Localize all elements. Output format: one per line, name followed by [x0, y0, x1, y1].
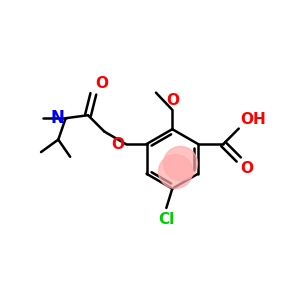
Point — [173, 168, 178, 173]
Text: O: O — [111, 136, 124, 152]
Text: Cl: Cl — [158, 212, 175, 226]
Text: N: N — [51, 109, 65, 127]
Text: OH: OH — [240, 112, 266, 127]
Point — [177, 161, 182, 166]
Text: O: O — [166, 93, 179, 108]
Text: O: O — [95, 76, 108, 92]
Text: O: O — [240, 161, 253, 176]
